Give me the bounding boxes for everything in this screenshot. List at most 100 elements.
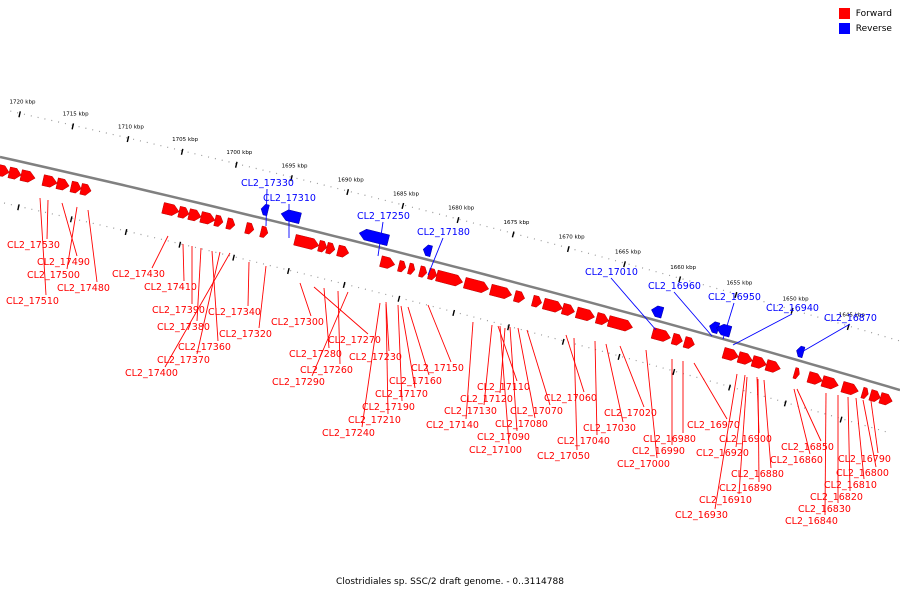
gene-label: CL2_17500: [27, 270, 80, 281]
gene-label: CL2_17390: [152, 305, 205, 316]
gene-label: CL2_17320: [219, 329, 272, 340]
reverse-swatch: [838, 23, 850, 34]
gene-leader-line: [299, 282, 312, 317]
gene-label: CL2_17530: [7, 240, 60, 251]
gene-label: CL2_16800: [836, 468, 889, 479]
gene-leader-line: [465, 321, 474, 420]
gene-leader-line: [39, 197, 47, 296]
inner-tick-mark: [342, 281, 346, 289]
gene-label: CL2_17290: [272, 377, 325, 388]
forward-gene-arrow: [69, 180, 82, 194]
kbp-tick-mark: [71, 123, 75, 130]
forward-gene-arrow: [244, 222, 255, 235]
gene-leader-line: [499, 325, 510, 445]
gene-leader-line: [605, 343, 624, 423]
gene-leader-line: [497, 325, 518, 382]
genome-caption: Clostridiales sp. SSC/2 draft genome. - …: [336, 577, 564, 587]
gene-label: CL2_16930: [675, 510, 728, 521]
gene-label: CL2_17340: [208, 307, 261, 318]
gene-leader-line: [526, 329, 551, 406]
gene-leader-line: [247, 261, 250, 307]
gene-label: CL2_17080: [495, 419, 548, 430]
forward-gene-arrow: [764, 359, 781, 373]
gene-leader-line: [361, 302, 381, 428]
forward-gene-arrow: [317, 239, 328, 253]
gene-leader-line: [164, 252, 231, 368]
gene-label: CL2_16820: [810, 492, 863, 503]
forward-gene-arrow: [177, 205, 190, 219]
forward-gene-arrow: [606, 315, 633, 332]
gene-leader-line: [735, 374, 746, 448]
kbp-tick-mark: [790, 307, 794, 314]
kbp-tick-label: 1705 kbp: [172, 137, 198, 143]
legend-forward-label: Forward: [855, 8, 892, 19]
inner-tick-mark: [839, 416, 843, 423]
inner-tick-mark: [124, 228, 128, 236]
gene-leader-line: [722, 302, 735, 340]
gene-label: CL2_17150: [411, 363, 464, 374]
gene-label: CL2_17010: [585, 267, 638, 278]
forward-gene-arrow: [750, 355, 767, 369]
gene-label: CL2_16940: [766, 303, 819, 314]
gene-label: CL2_17110: [477, 382, 530, 393]
kbp-tick-label: 1665 kbp: [615, 250, 641, 256]
genome-axis: [0, 155, 900, 392]
gene-leader-line: [87, 209, 98, 283]
forward-gene-arrow: [161, 202, 180, 216]
gene-label: CL2_17210: [348, 415, 401, 426]
gene-label: CL2_16850: [781, 442, 834, 453]
forward-gene-arrow: [407, 262, 416, 275]
gene-leader-line: [793, 388, 811, 455]
outer-scale-track: [10, 110, 900, 342]
gene-labels: CL2_17330 CL2_17310 CL2_17250 CL2_17180 CL2_…: [6, 178, 891, 527]
gene-leader-line: [407, 306, 430, 376]
gene-label: CL2_16860: [770, 455, 823, 466]
inner-tick-mark: [286, 267, 290, 275]
kbp-tick-label: 1695 kbp: [282, 164, 308, 170]
kbp-tick-label: 1645 kbp: [839, 313, 865, 319]
forward-gene-arrow: [336, 244, 350, 258]
kbp-tick-label: 1650 kbp: [783, 296, 809, 302]
gene-leader-line: [313, 286, 369, 335]
gene-label: CL2_17130: [444, 406, 497, 417]
forward-swatch: [838, 8, 850, 19]
genome-axis-line: [0, 155, 900, 392]
gene-leader-line: [400, 305, 416, 389]
gene-label: CL2_17180: [417, 227, 470, 238]
gene-label: CL2_17050: [537, 451, 590, 462]
forward-gene-arrow: [199, 211, 216, 225]
kbp-tick-label: 1715 kbp: [63, 112, 89, 118]
forward-gene-arrow: [259, 225, 269, 238]
gene-leader-line: [862, 399, 877, 468]
gene-label: CL2_17100: [469, 445, 522, 456]
gene-leader-line: [427, 237, 444, 276]
gene-label: CL2_16870: [824, 313, 877, 324]
kbp-tick-mark: [566, 245, 570, 253]
gene-leader-line: [61, 202, 78, 257]
gene-label: CL2_17480: [57, 283, 110, 294]
forward-gene-arrow: [840, 381, 859, 396]
gene-label: CL2_17380: [157, 322, 210, 333]
gene-leader-line: [182, 243, 185, 282]
forward-gene-arrow: [435, 269, 464, 287]
forward-gene-arrow: [868, 389, 881, 402]
gene-label: CL2_17430: [112, 269, 165, 280]
gene-leader-line: [757, 378, 760, 483]
gene-label: CL2_17060: [544, 393, 597, 404]
inner-tick-mark: [69, 216, 73, 223]
forward-gene-arrow: [721, 347, 739, 361]
gene-leader-line: [151, 235, 169, 269]
forward-gene-arrow: [736, 351, 753, 365]
gene-leader-line: [517, 327, 536, 419]
inner-tick-mark: [17, 204, 20, 211]
kbp-tick-labels: 1720 kbp 1715 kbp 1710 kbp 1705 kbp 1700 kbp…: [10, 100, 865, 423]
gene-label: CL2_17140: [426, 420, 479, 431]
gene-leader-line: [870, 400, 879, 454]
gene-leader-line: [509, 326, 518, 432]
gene-leader-line: [311, 291, 349, 377]
inner-tick-mark: [232, 254, 235, 261]
kbp-tick-label: 1685 kbp: [393, 191, 419, 197]
gene-leader-line: [673, 291, 713, 337]
gene-leader-line: [855, 397, 865, 480]
gene-label: CL2_17280: [289, 349, 342, 360]
